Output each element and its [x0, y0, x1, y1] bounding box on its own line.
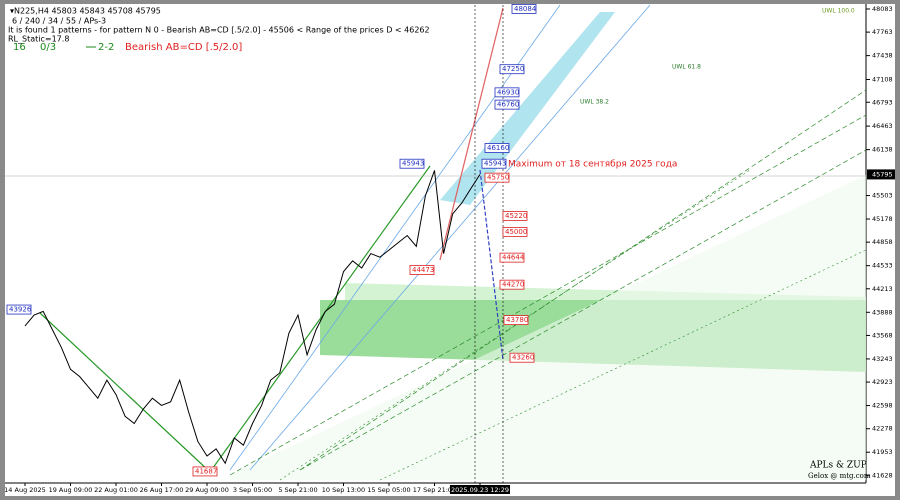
pattern-point-label: 41687: [195, 467, 217, 475]
current-price-label: 45795: [872, 170, 893, 178]
blue-level-label: 48084: [514, 5, 537, 13]
y-tick-label: 47438: [872, 52, 893, 60]
y-tick-label: 45503: [872, 192, 893, 200]
projection-blue: [479, 169, 504, 361]
blue-level-label: 45943: [484, 160, 506, 168]
red-level-label: 45220: [505, 212, 527, 220]
fan-line: [229, 114, 867, 476]
fib-label: UWL 100.0: [822, 8, 855, 15]
fan-area: [230, 175, 866, 480]
blue-level-label: 46160: [487, 144, 509, 152]
y-tick-label: 47108: [872, 75, 893, 83]
x-tick-label: 2025.09.23 12:29: [451, 486, 509, 494]
count: 16: [13, 42, 26, 53]
y-tick-label: 41953: [872, 448, 893, 456]
blue-level-box: [481, 158, 507, 169]
y-tick-label: 42598: [872, 402, 893, 410]
y-tick-label: 47763: [872, 28, 893, 36]
time-highlight: [450, 485, 510, 494]
blue-level-box: [511, 4, 537, 14]
pattern-point-box: [192, 466, 218, 477]
x-tick-label: 19 Aug 09:00: [49, 486, 93, 494]
pattern-point-box: [6, 304, 32, 315]
current-price-box: [867, 169, 895, 180]
mode: 2-2: [98, 42, 114, 53]
red-level-box: [484, 172, 510, 183]
watermark: Gelox @ mtg.com: [808, 472, 871, 480]
fan-line: [299, 89, 867, 471]
y-tick-label: 44858: [872, 238, 893, 246]
pattern-point-box: [399, 158, 425, 169]
y-tick-label: 46793: [872, 98, 893, 106]
red-level-box: [499, 279, 525, 290]
x-tick-label: 5 Sep 21:00: [278, 486, 317, 494]
y-tick-label: 43243: [872, 355, 893, 363]
fib-label: UWL 61.8: [672, 64, 701, 71]
pattern-line: It is found 1 patterns - for pattern N 0…: [8, 26, 430, 35]
x-tick-label: 17 Sep 21:00: [413, 486, 456, 494]
blue-level-label: 47250: [502, 65, 524, 73]
blue-level-label: 46760: [497, 101, 519, 109]
pattern-point-box: [409, 265, 435, 275]
x-tick-label: 3 Sep 05:00: [233, 486, 272, 494]
pattern-name: Bearish AB=CD [.5/2.0]: [125, 42, 242, 53]
zigzag: [209, 165, 431, 473]
channel-fill: [440, 12, 615, 205]
pattern-point-label: 43926: [9, 306, 32, 314]
channel-line: [249, 4, 651, 471]
red-level-label: 44270: [502, 281, 524, 289]
blue-level-box: [499, 64, 525, 75]
price-line: [24, 170, 481, 465]
zigzag: [39, 312, 211, 473]
blue-level-label: 46930: [497, 88, 519, 96]
static-line: RL_Static=17.8: [8, 35, 69, 44]
fib-label: UWL 38.2: [580, 99, 609, 106]
fan-line: [299, 149, 867, 471]
blue-level-box: [494, 87, 520, 98]
projection-red: [439, 7, 504, 261]
y-tick-label: 48083: [872, 5, 893, 13]
x-tick-label: 26 Aug 17:00: [140, 486, 184, 494]
y-tick-label: 46463: [872, 122, 893, 130]
x-tick-label: 14 Aug 2025: [4, 486, 46, 494]
red-level-box: [502, 211, 528, 221]
y-tick-label: 44213: [872, 285, 893, 293]
pattern-point-label: 45943: [402, 160, 424, 168]
blue-level-box: [494, 99, 520, 110]
watermark: APLs & ZUP: [809, 461, 867, 471]
red-level-label: 45000: [505, 228, 527, 236]
y-tick-label: 41628: [872, 472, 893, 480]
red-level-label: 45750: [487, 174, 509, 182]
red-level-label: 44644: [502, 254, 525, 262]
x-tick-label: 22 Aug 01:00: [94, 486, 138, 494]
params-line: 6 / 240 / 34 / 55 / APs-3: [12, 17, 106, 26]
y-tick-label: 43568: [872, 331, 893, 339]
red-level-box: [503, 315, 529, 326]
y-tick-label: 44533: [872, 262, 893, 270]
y-tick-label: 42923: [872, 378, 893, 386]
y-tick-label: 46138: [872, 146, 893, 154]
annotation: Maximum от 18 сентября 2025 года: [508, 160, 677, 170]
pattern-point-label: 44473: [412, 266, 434, 274]
red-level-label: 43780: [506, 316, 528, 324]
x-tick-label: 10 Sep 13:00: [322, 486, 365, 494]
y-tick-label: 42278: [872, 425, 893, 433]
symbol-line: ▾N225,H4 45803 45843 45708 45795: [10, 7, 161, 16]
red-level-box: [502, 226, 528, 237]
ratio: 0/3: [40, 42, 56, 53]
channel-line: [229, 4, 561, 471]
y-tick-label: 45178: [872, 215, 893, 223]
red-level-label: 43260: [512, 354, 534, 362]
x-tick-label: 29 Aug 09:00: [185, 486, 229, 494]
x-tick-label: 15 Sep 05:00: [367, 486, 410, 494]
y-tick-label: 43888: [872, 308, 893, 316]
red-level-box: [509, 352, 535, 363]
red-level-box: [499, 252, 525, 263]
blue-level-box: [484, 143, 510, 153]
